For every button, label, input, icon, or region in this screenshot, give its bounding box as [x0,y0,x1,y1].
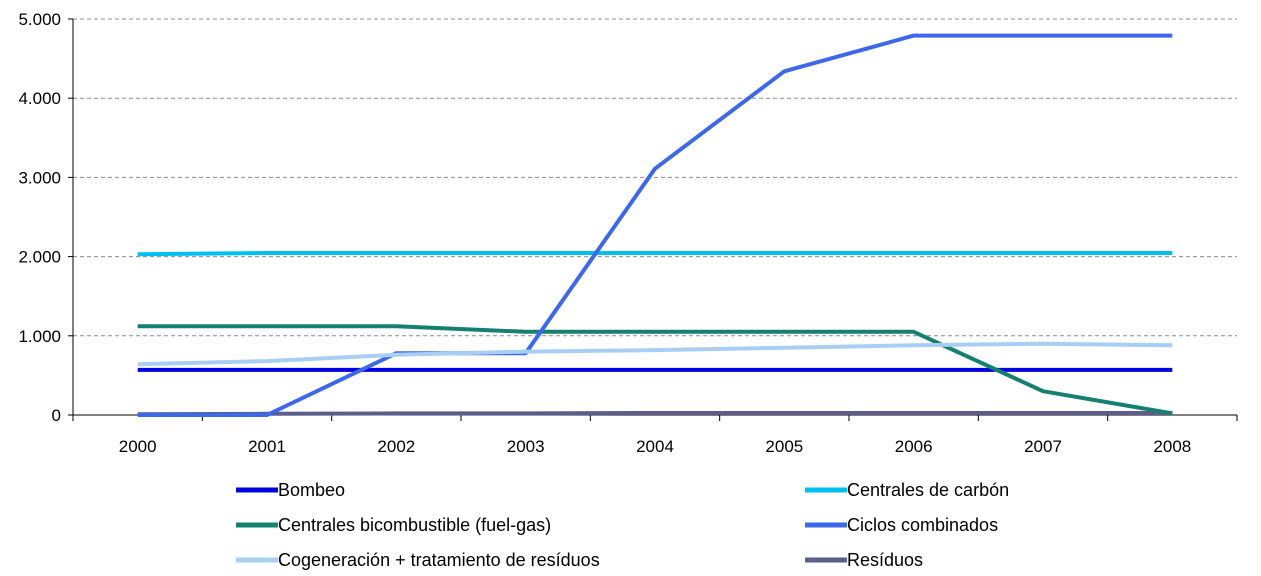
y-tick-label: 4.000 [18,89,61,108]
grid-lines [73,18,1237,337]
x-tick-label-2008: 2008 [1153,437,1191,456]
x-tick-label-2001: 2001 [248,437,286,456]
x-tick-label-2000: 2000 [119,437,157,456]
x-tick-label-2002: 2002 [377,437,415,456]
legend-label-0: Bombeo [278,480,345,500]
y-tick-label: 2.000 [18,248,61,267]
series-lines [137,33,1173,417]
axes [72,19,1237,416]
legend-label-1: Centrales de carbón [847,480,1009,500]
series-line-5 [137,411,1173,417]
series-line-3 [137,33,1173,417]
x-tick-label-2006: 2006 [895,437,933,456]
x-tick-label-2007: 2007 [1024,437,1062,456]
series-line-2 [137,324,1173,416]
legend-label-5: Resíduos [847,550,923,570]
legend-label-4: Cogeneración + tratamiento de resíduos [278,550,600,570]
series-line-4 [137,341,1173,367]
series-line-1 [137,251,1173,257]
x-tick-label-2003: 2003 [507,437,545,456]
y-axis-ticks: 0 1.000 2.000 3.000 4.000 5.000 [18,10,73,425]
legend-label-3: Ciclos combinados [847,515,998,535]
y-tick-label: 5.000 [18,10,61,29]
y-tick-label: 1.000 [18,327,61,346]
legend: Bombeo Centrales de carbón Centrales bicom… [236,480,1009,570]
x-tick-label-2005: 2005 [765,437,803,456]
legend-label-2: Centrales bicombustible (fuel-gas) [278,515,551,535]
y-tick-label: 0 [52,406,61,425]
x-tick-label-2004: 2004 [636,437,674,456]
y-tick-label: 3.000 [18,168,61,187]
x-axis-ticks: 2000 2001 2002 2003 2004 2005 2006 2007 2008 [72,415,1238,456]
